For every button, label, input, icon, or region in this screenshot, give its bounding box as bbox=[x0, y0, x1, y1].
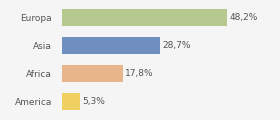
Text: 17,8%: 17,8% bbox=[125, 69, 154, 78]
Text: 5,3%: 5,3% bbox=[83, 97, 105, 106]
Bar bbox=[62, 37, 160, 54]
Text: 28,7%: 28,7% bbox=[163, 41, 191, 50]
Bar bbox=[62, 9, 227, 26]
Bar bbox=[62, 93, 80, 110]
Text: 48,2%: 48,2% bbox=[230, 13, 258, 22]
Bar bbox=[62, 65, 123, 82]
